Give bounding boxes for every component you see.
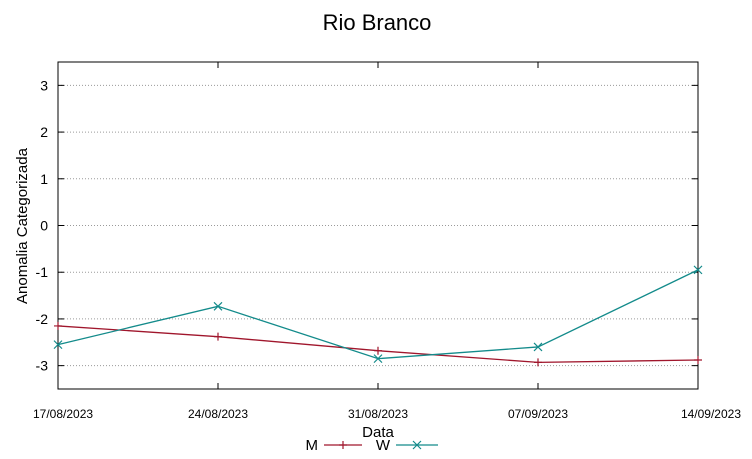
series-m xyxy=(54,321,702,367)
x-tick-label: 31/08/2023 xyxy=(348,407,408,421)
data-point-m xyxy=(534,358,542,367)
series-line-m xyxy=(57,325,699,364)
x-tick-label: 07/09/2023 xyxy=(508,407,568,421)
data-point-m xyxy=(54,321,62,330)
chart-title: Rio Branco xyxy=(323,10,432,35)
data-point-m xyxy=(694,356,702,365)
legend-label-w: W xyxy=(376,437,391,454)
data-point-w xyxy=(213,301,223,311)
y-tick-label: -2 xyxy=(36,311,49,327)
y-axis: 3 2 1 0 -1 -2 -3 xyxy=(36,77,698,374)
series-w xyxy=(53,265,703,364)
x-tick-label: 17/08/2023 xyxy=(33,407,93,421)
y-axis-label: Anomalia Categorizada xyxy=(14,147,31,304)
data-point-m xyxy=(374,346,382,355)
series-layer xyxy=(53,265,703,367)
x-tick-label: 24/08/2023 xyxy=(188,407,248,421)
data-point-w xyxy=(373,354,383,364)
legend-marker-w xyxy=(412,440,422,450)
data-point-m xyxy=(214,332,222,341)
y-tick-label: 3 xyxy=(40,77,48,93)
x-axis-label: Data xyxy=(362,424,394,441)
data-point-w xyxy=(533,342,543,352)
series-line-w xyxy=(57,269,699,360)
y-tick-label: 0 xyxy=(40,218,48,234)
y-tick-label: 2 xyxy=(40,124,48,140)
y-tick-label: -3 xyxy=(36,358,49,374)
grid-lines xyxy=(58,84,698,367)
legend-label-m: M xyxy=(306,437,319,454)
x-axis: 17/08/2023 24/08/2023 31/08/2023 07/09/2023… xyxy=(33,62,741,421)
y-tick-label: 1 xyxy=(40,171,48,187)
y-tick-label: -1 xyxy=(36,264,49,280)
data-point-w xyxy=(53,340,63,350)
legend-marker-m xyxy=(339,441,347,449)
data-point-w xyxy=(693,265,703,275)
x-tick-label: 14/09/2023 xyxy=(681,407,741,421)
